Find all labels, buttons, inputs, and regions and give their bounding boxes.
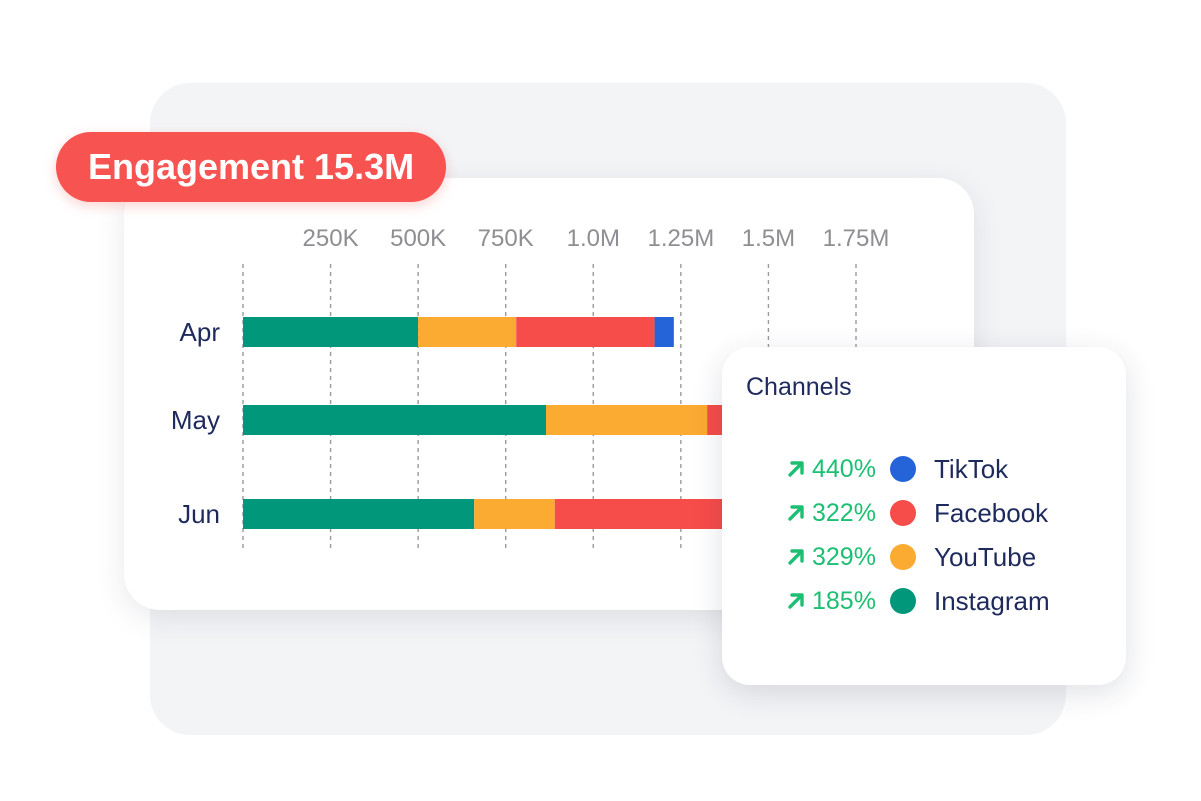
legend-channel-name: TikTok (934, 453, 1009, 484)
bar-segment-youtube (418, 317, 517, 347)
legend-color-dot (890, 500, 916, 526)
category-label: Jun (178, 499, 220, 529)
legend-channel-name: Instagram (934, 585, 1050, 616)
legend-item-facebook: 322% Facebook (786, 493, 1048, 533)
legend-growth: 440% (812, 454, 876, 483)
x-tick-label: 1.25M (648, 225, 715, 252)
x-tick-label: 500K (390, 225, 446, 252)
arrow-up-right-icon (788, 593, 804, 609)
legend-growth: 322% (812, 498, 876, 527)
bar-segment-instagram (243, 317, 419, 347)
x-tick-label: 1.5M (742, 225, 795, 252)
bar-segment-youtube (474, 499, 555, 529)
legend-color-dot (890, 588, 916, 614)
category-label: May (171, 405, 220, 435)
arrow-up-right-icon (788, 461, 804, 477)
bar-segment-facebook (554, 499, 751, 529)
channels-legend: Channels 440% TikTok 322% Facebook (722, 347, 1126, 685)
legend-color-dot (890, 544, 916, 570)
category-label: Apr (180, 317, 221, 347)
x-tick-label: 1.0M (567, 225, 620, 252)
legend-item-instagram: 185% Instagram (786, 581, 1050, 621)
bar-segment-youtube (545, 405, 708, 435)
legend-item-youtube: 329% YouTube (786, 537, 1036, 577)
bar-segment-instagram (243, 499, 475, 529)
legend-channel-name: YouTube (934, 541, 1037, 572)
legend-growth: 329% (812, 542, 876, 571)
legend-item-tiktok: 440% TikTok (786, 449, 1008, 489)
legend-channel-name: Facebook (934, 497, 1049, 528)
legend-color-dot (890, 456, 916, 482)
arrow-up-right-icon (788, 549, 804, 565)
legend-title: Channels (746, 373, 852, 401)
legend-growth: 185% (812, 586, 876, 615)
bar-segment-instagram (243, 405, 546, 435)
x-tick-label: 750K (478, 225, 534, 252)
bar-segment-tiktok (654, 317, 674, 347)
x-tick-label: 1.75M (823, 225, 890, 252)
bar-segment-facebook (516, 317, 655, 347)
arrow-up-right-icon (788, 505, 804, 521)
x-tick-label: 250K (303, 225, 359, 252)
engagement-headline: Engagement 15.3M (56, 132, 447, 202)
